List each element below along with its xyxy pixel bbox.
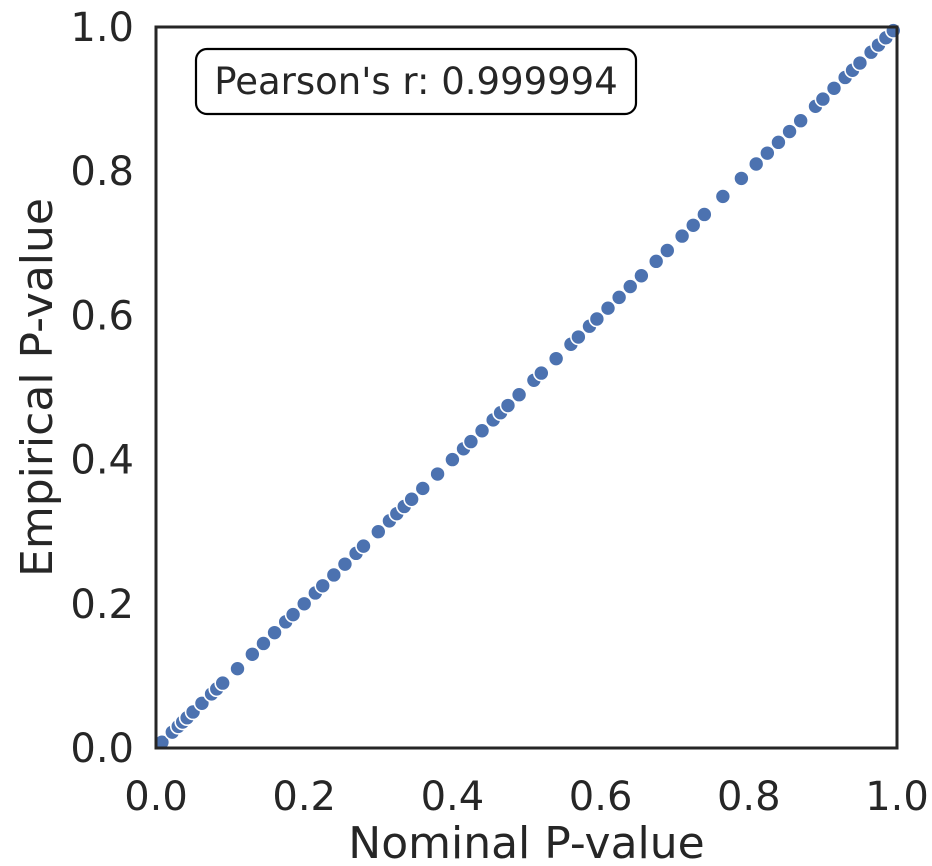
- y-tick-label: 0.4: [70, 438, 134, 484]
- data-point: [781, 123, 798, 140]
- data-point: [696, 206, 713, 223]
- x-tick-label: 1.0: [865, 774, 929, 820]
- data-point: [244, 645, 261, 663]
- data-point: [825, 79, 843, 97]
- data-points: [153, 22, 902, 751]
- data-point: [792, 112, 809, 130]
- data-point: [633, 267, 650, 285]
- data-point: [429, 465, 446, 483]
- data-point: [369, 523, 387, 541]
- annotation-text: Pearson's r: 0.999994: [214, 60, 618, 103]
- data-point: [621, 278, 639, 295]
- data-point: [284, 606, 302, 623]
- data-point: [533, 364, 550, 382]
- x-tick-label: 0.0: [124, 774, 188, 820]
- data-point: [336, 555, 354, 573]
- y-axis-label: Empirical P-value: [12, 198, 63, 577]
- data-point: [444, 451, 461, 468]
- x-tick-label: 0.8: [717, 774, 781, 820]
- plot-frame: [154, 25, 899, 750]
- data-point: [403, 490, 420, 508]
- y-tick-label: 1.0: [70, 5, 134, 51]
- data-point: [570, 328, 587, 346]
- data-point: [658, 242, 676, 259]
- data-point: [599, 299, 617, 317]
- x-tick-label: 0.2: [272, 774, 336, 820]
- x-tick-label: 0.6: [569, 774, 633, 820]
- data-point: [414, 480, 432, 497]
- data-point: [747, 155, 765, 173]
- data-point: [499, 397, 517, 414]
- data-point: [355, 537, 372, 555]
- data-point: [266, 624, 283, 641]
- y-tick-label: 0.2: [70, 582, 134, 628]
- data-point: [759, 144, 776, 162]
- data-point: [770, 134, 787, 151]
- x-axis-label: Nominal P-value: [348, 818, 704, 866]
- annotation-box: [194, 47, 638, 116]
- data-point: [214, 674, 231, 692]
- y-tick-labels: 0.0 0.2 0.4 0.6 0.8 1.0: [70, 5, 134, 772]
- data-point: [647, 253, 665, 270]
- data-point: [588, 310, 606, 328]
- data-point: [673, 227, 691, 245]
- y-tick-label: 0.0: [70, 726, 134, 772]
- data-point: [255, 635, 272, 652]
- data-point: [714, 188, 732, 205]
- data-point: [473, 422, 491, 440]
- data-point: [814, 90, 832, 108]
- y-tick-label: 0.8: [70, 149, 134, 195]
- data-point: [462, 433, 480, 450]
- y-tick-label: 0.6: [70, 293, 134, 339]
- pearson-annotation: Pearson's r: 0.999994: [194, 47, 638, 116]
- x-tick-label: 0.4: [421, 774, 485, 820]
- data-point: [295, 595, 313, 613]
- data-point: [851, 54, 869, 72]
- data-point: [229, 660, 246, 677]
- data-point: [610, 289, 628, 306]
- data-point: [884, 22, 902, 39]
- data-point: [325, 566, 343, 584]
- data-point: [733, 170, 750, 187]
- x-tick-labels: 0.0 0.2 0.4 0.6 0.8 1.0: [124, 774, 929, 820]
- data-point: [684, 216, 702, 234]
- data-point: [547, 350, 565, 367]
- data-point: [510, 386, 528, 404]
- data-point: [153, 733, 171, 751]
- data-point: [314, 577, 332, 595]
